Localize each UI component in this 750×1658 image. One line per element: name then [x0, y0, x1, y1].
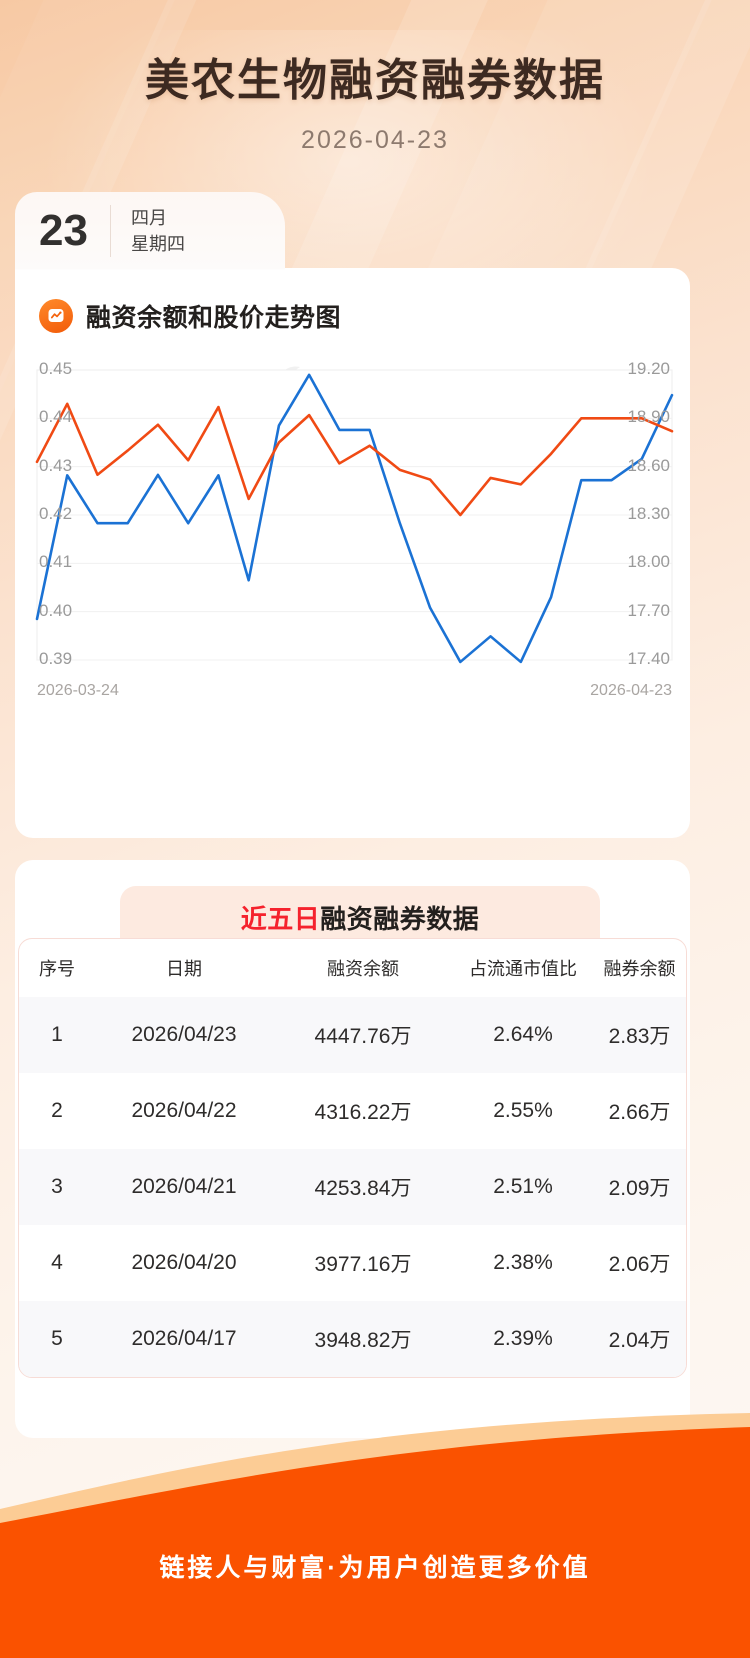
cell-date: 2026/04/21 [131, 1175, 237, 1198]
cell-date: 2026/04/17 [131, 1327, 237, 1350]
date-month-weekday: 四月 星期四 [111, 209, 185, 253]
table-banner-rest: 融资融券数据 [320, 903, 480, 934]
margin-trading-table: 序号 日期 融资余额 占流通市值比 融券余额 1 2026/04/23 4447… [18, 938, 687, 1378]
cell-margin-balance: 4447.76万 [314, 1025, 412, 1048]
y-axis-right-tick: 18.00 [627, 552, 670, 572]
date-month: 四月 [130, 208, 167, 228]
cell-short-balance: 2.04万 [608, 1329, 671, 1352]
cell-ratio: 2.55% [493, 1099, 553, 1122]
y-axis-left-tick: 0.40 [39, 600, 73, 620]
table-row[interactable]: 3 2026/04/21 4253.84万 2.51% 2.09万 [19, 1149, 686, 1225]
cell-margin-balance: 3948.82万 [314, 1329, 412, 1352]
cell-margin-balance: 3977.16万 [314, 1253, 412, 1276]
chart-card: 融资余额和股价走势图 东方财富 2026-03-24 2026-04-23 0.… [15, 268, 690, 1064]
y-axis-right-tick: 17.70 [627, 600, 670, 620]
chart-svg [35, 369, 674, 664]
cell-no: 5 [51, 1327, 63, 1350]
y-axis-left-tick: 0.39 [39, 649, 73, 668]
page-header: 美农生物融资融券数据 2026-04-23 [0, 0, 750, 155]
cell-margin-balance: 4316.22万 [314, 1101, 412, 1124]
table-row[interactable]: 2 2026/04/22 4316.22万 2.55% 2.66万 [19, 1073, 686, 1149]
x-axis-end-label: 2026-04-23 [590, 682, 672, 699]
chart-title: 融资余额和股价走势图 [86, 304, 342, 332]
cell-short-balance: 2.06万 [608, 1253, 671, 1276]
y-axis-left-tick: 0.45 [39, 359, 73, 378]
chart-plot-area: 东方财富 2026-03-24 2026-04-23 0.4519.200.44… [15, 350, 690, 710]
column-header-ratio: 占流通市值比 [469, 959, 577, 979]
cell-no: 4 [51, 1251, 63, 1274]
y-axis-right-tick: 17.40 [627, 649, 670, 668]
footer-wave [0, 1413, 750, 1658]
cell-date: 2026/04/22 [131, 1099, 237, 1122]
column-header-no: 序号 [39, 959, 75, 979]
table-banner-title: 近五日 融资融券数据 [120, 886, 600, 948]
cell-short-balance: 2.83万 [608, 1025, 671, 1048]
column-header-date: 日期 [166, 959, 202, 979]
y-axis-right-tick: 18.30 [627, 504, 670, 523]
y-axis-right-tick: 18.60 [627, 455, 670, 475]
cell-no: 1 [51, 1023, 63, 1046]
y-axis-left-tick: 0.41 [39, 552, 73, 572]
y-axis-left-tick: 0.43 [39, 455, 73, 475]
table-banner-background [120, 886, 600, 948]
table-header-row: 序号 日期 融资余额 占流通市值比 融券余额 [19, 939, 686, 997]
trend-chart-icon [39, 299, 73, 333]
cell-no: 2 [51, 1099, 63, 1122]
date-chip: 23 四月 星期四 [15, 192, 285, 270]
cell-ratio: 2.38% [493, 1251, 553, 1274]
footer-slogan: 链接人与财富·为用户创造更多价值 [159, 1554, 591, 1582]
cell-date: 2026/04/20 [131, 1251, 237, 1274]
page-subtitle-date: 2026-04-23 [301, 126, 449, 154]
cell-ratio: 2.51% [493, 1175, 553, 1198]
cell-short-balance: 2.66万 [608, 1101, 671, 1124]
table-row[interactable]: 4 2026/04/20 3977.16万 2.38% 2.06万 [19, 1225, 686, 1301]
cell-ratio: 2.39% [493, 1327, 553, 1350]
page-footer: 链接人与财富·为用户创造更多价值 [0, 1413, 750, 1658]
y-axis-left-tick: 0.44 [39, 407, 73, 427]
cell-ratio: 2.64% [493, 1023, 553, 1046]
column-header-short-balance: 融券余额 [603, 959, 676, 979]
date-day: 23 [39, 206, 88, 255]
chart-header: 融资余额和股价走势图 [15, 268, 690, 334]
column-header-margin-balance: 融资余额 [327, 959, 399, 979]
cell-no: 3 [51, 1175, 63, 1198]
x-axis-start-label: 2026-03-24 [37, 682, 119, 699]
y-axis-left-tick: 0.42 [39, 504, 73, 523]
page-title: 美农生物融资融券数据 [145, 56, 605, 105]
y-axis-right-tick: 19.20 [627, 359, 670, 378]
table-row[interactable]: 5 2026/04/17 3948.82万 2.39% 2.04万 [19, 1301, 686, 1377]
y-axis-right-tick: 18.90 [627, 407, 670, 427]
date-divider [109, 205, 111, 257]
cell-margin-balance: 4253.84万 [314, 1177, 412, 1200]
table-row[interactable]: 1 2026/04/23 4447.76万 2.64% 2.83万 [19, 997, 686, 1073]
date-weekday: 星期四 [130, 234, 185, 254]
cell-date: 2026/04/23 [131, 1023, 237, 1046]
cell-short-balance: 2.09万 [608, 1177, 671, 1200]
table-banner-highlight: 近五日 [240, 903, 321, 934]
